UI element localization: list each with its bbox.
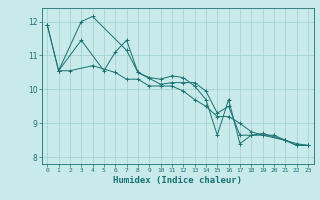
X-axis label: Humidex (Indice chaleur): Humidex (Indice chaleur) <box>113 176 242 185</box>
